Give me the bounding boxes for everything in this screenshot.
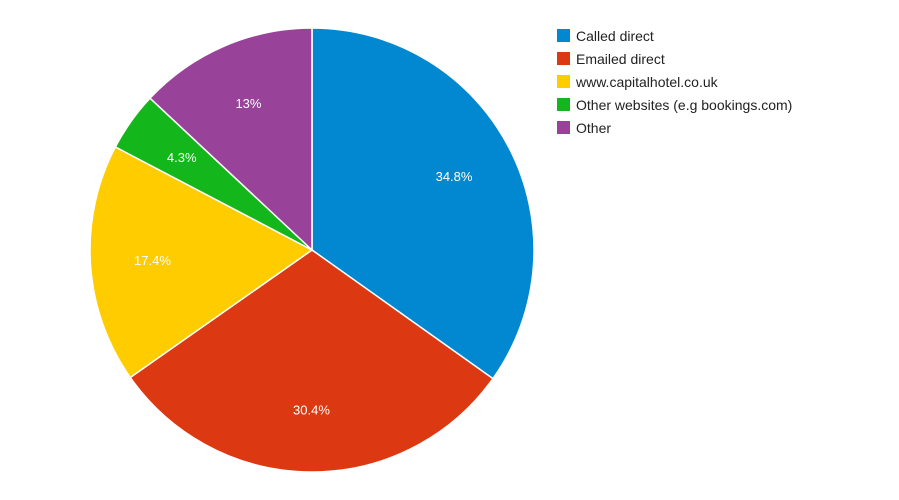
legend: Called direct Emailed direct www.capitalho… [557, 24, 792, 139]
legend-item: Emailed direct [557, 47, 792, 70]
legend-label: www.capitalhotel.co.uk [576, 73, 718, 90]
legend-swatch [557, 29, 570, 42]
slice-percent-label: 17.4% [134, 253, 171, 268]
slice-percent-label: 30.4% [293, 402, 330, 417]
legend-swatch [557, 98, 570, 111]
pie-slice [129, 249, 494, 473]
pie-slice [89, 145, 314, 379]
pie-data-labels: 34.8% 30.4% 17.4% 4.3% 13% [134, 96, 473, 418]
legend-label: Other websites (e.g bookings.com) [576, 96, 793, 113]
pie-slice [311, 27, 535, 380]
legend-swatch [557, 75, 570, 88]
slice-percent-label: 34.8% [436, 169, 473, 184]
slice-percent-label: 4.3% [167, 150, 197, 165]
legend-swatch [557, 121, 570, 134]
pie-slices [89, 27, 535, 473]
slice-percent-label: 13% [235, 96, 261, 111]
legend-item: Called direct [557, 24, 792, 47]
legend-label: Called direct [576, 27, 654, 44]
legend-item: Other [557, 116, 792, 139]
legend-label: Emailed direct [576, 50, 665, 67]
legend-item: www.capitalhotel.co.uk [557, 70, 792, 93]
pie-slice [148, 27, 313, 252]
legend-item: Other websites (e.g bookings.com) [557, 93, 792, 116]
legend-swatch [557, 52, 570, 65]
legend-label: Other [576, 119, 612, 136]
